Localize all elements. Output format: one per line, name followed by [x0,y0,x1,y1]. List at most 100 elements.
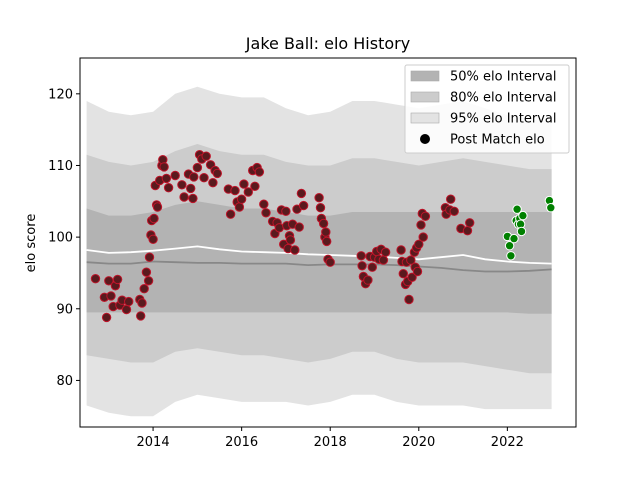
elo-point [250,181,260,192]
elo-point [254,167,265,177]
y-tick-label: 120 [48,87,73,102]
elo-point [163,183,174,193]
elo-point [121,304,132,315]
elo-point [208,178,218,188]
elo-point [404,294,414,305]
elo-point [322,236,332,247]
elo-point [159,162,169,172]
elo-point [90,274,101,284]
x-tick-label: 2014 [137,435,170,450]
elo-point [318,218,329,229]
elo-point-recent [509,233,519,244]
elo-point [225,209,236,219]
elo-point [139,284,149,294]
elo-point-recent [546,203,556,213]
mean-line [86,245,552,265]
y-axis-label: elo score [24,214,39,273]
elo-point [170,170,180,181]
x-tick-label: 2018 [314,435,347,450]
y-tick-label: 100 [48,231,73,246]
elo-point [201,151,211,161]
elo-point [357,261,367,271]
elo-point [212,168,223,179]
band-50 [86,201,552,314]
elo-point [179,192,189,202]
elo-point [325,257,335,267]
elo-point [188,193,198,204]
elo-point [418,232,428,242]
elo-point [321,227,331,237]
elo-point [239,179,249,189]
y-tick-label: 90 [56,302,73,317]
elo-point [446,194,456,204]
elo-point [367,262,377,272]
x-axis: 2014 2016 2018 2020 2022 [137,427,524,450]
legend-marker-point [420,134,430,144]
elo-point [261,208,271,218]
elo-point [104,276,114,286]
elo-point [236,194,247,204]
elo-point-recent [518,210,528,221]
elo-point [234,202,245,212]
elo-point [356,251,366,261]
legend: 50% elo Interval 80% elo Interval 95% elo … [404,64,570,154]
elo-point [449,206,459,217]
elo-point [124,296,134,307]
elo-point-recent [512,204,522,214]
elo-point [112,274,123,285]
legend-swatch-band80 [410,91,440,103]
elo-point [416,220,426,230]
elo-point [412,266,423,277]
elo-point [315,203,326,213]
legend-label: 95% elo Interval [450,112,557,127]
x-tick-label: 2022 [491,435,524,450]
elo-point [296,188,307,199]
elo-point [380,247,391,257]
elo-point [294,222,304,232]
legend-box [404,64,570,154]
elo-point [281,206,291,217]
x-tick-label: 2020 [402,435,435,450]
x-tick-label: 2016 [225,435,258,450]
elo-point [314,193,324,203]
y-tick-label: 80 [56,374,73,389]
elo-point [148,234,158,245]
elo-point [243,187,254,197]
elo-point-recent [506,251,516,261]
elo-point [106,291,116,301]
elo-point [161,173,172,184]
legend-label: 50% elo Interval [450,70,557,85]
elo-point [465,218,475,228]
legend-swatch-band50 [410,70,440,82]
elo-point [298,200,309,211]
elo-point [189,172,199,182]
elo-point [285,235,296,245]
y-axis: 80 90 100 110 120 [48,87,80,389]
elo-point [186,183,196,194]
elo-point [144,252,155,262]
elo-point [398,269,408,279]
elo-point [137,298,147,308]
legend-label: 80% elo Interval [450,91,557,106]
elo-point [290,245,300,255]
elo-point [143,276,154,286]
elo-point [230,185,240,196]
plot-area [86,86,556,417]
elo-point [396,245,406,255]
elo-point [141,267,152,277]
elo-point [420,211,431,222]
y-tick-label: 110 [48,159,73,174]
elo-point [199,173,209,183]
elo-point [406,255,416,265]
median-line [86,260,552,273]
plot-frame [79,57,577,428]
elo-point [136,311,146,321]
elo-point [101,312,112,323]
elo-point [378,255,389,265]
elo-point [363,275,373,285]
elo-point [152,202,163,212]
chart-title: Jake Ball: elo History [245,34,410,53]
elo-point [149,213,159,224]
elo-point [259,199,269,209]
elo-point [407,272,417,282]
